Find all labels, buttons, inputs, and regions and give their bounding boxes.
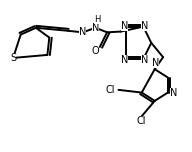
Text: N: N <box>142 55 149 65</box>
Text: N: N <box>121 55 128 65</box>
Text: N: N <box>79 27 86 37</box>
Text: N: N <box>92 23 99 33</box>
Text: N: N <box>142 21 149 31</box>
Text: N: N <box>170 88 177 98</box>
Text: H: H <box>94 15 100 24</box>
Text: Cl: Cl <box>106 85 115 95</box>
Text: S: S <box>10 53 16 63</box>
Text: Cl: Cl <box>136 116 146 126</box>
Text: N: N <box>121 21 128 31</box>
Text: O: O <box>92 46 99 56</box>
Text: N: N <box>152 58 159 68</box>
